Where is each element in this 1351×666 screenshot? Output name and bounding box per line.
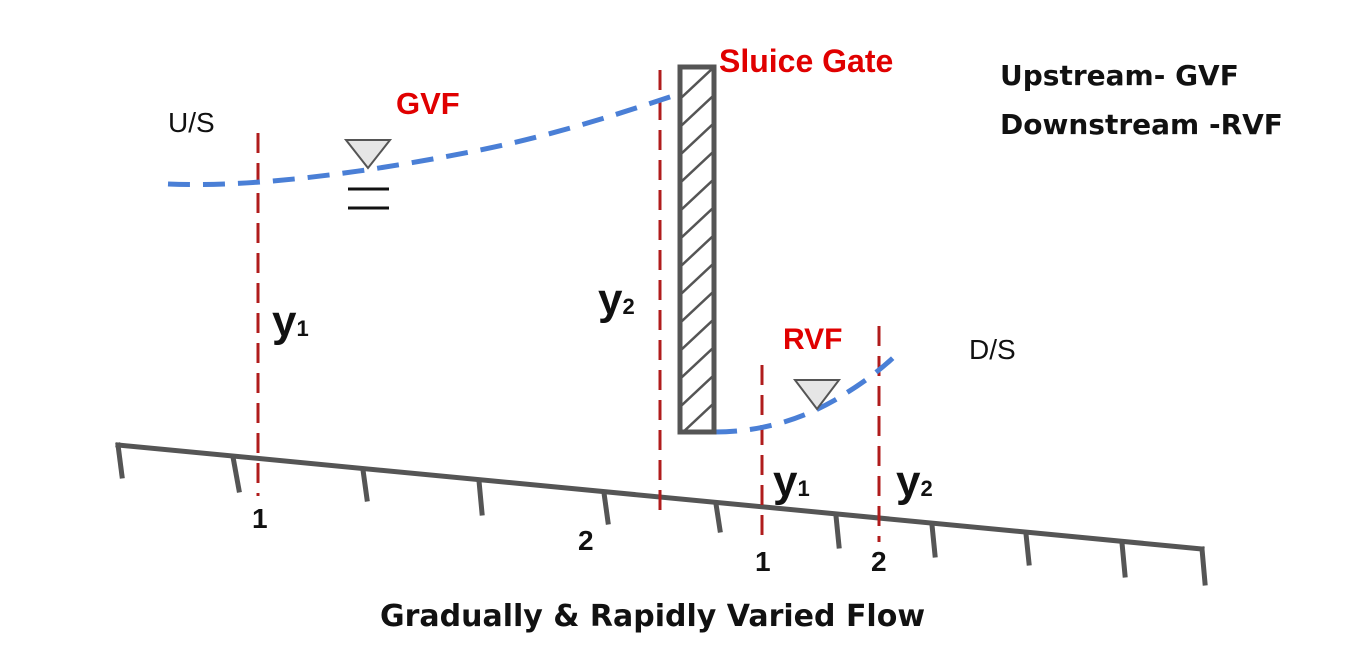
rvf-depth-y1: y1 (773, 457, 810, 506)
rvf-water-level-icon (792, 379, 842, 411)
legend-downstream: Downstream -RVF (1000, 108, 1283, 141)
section-lines (256, 70, 881, 542)
upstream-label: U/S (168, 107, 215, 138)
water-surfaces (167, 90, 897, 435)
rvf-label: RVF (783, 323, 843, 356)
diagram-title: Gradually & Rapidly Varied Flow (380, 599, 926, 634)
rvf-section-2-number: 2 (871, 546, 887, 577)
rvf-section-1-number: 1 (755, 546, 771, 577)
sluice-gate-label: Sluice Gate (719, 43, 894, 79)
rvf-water-surface (714, 354, 897, 435)
downstream-label: D/S (969, 334, 1016, 365)
gvf-section-2-number: 2 (578, 525, 594, 556)
gvf-depth-y2: y2 (598, 275, 635, 324)
gvf-water-surface (167, 90, 683, 188)
rvf-depth-y2: y2 (896, 457, 933, 506)
gvf-label: GVF (396, 86, 460, 121)
gvf-section-1-number: 1 (252, 503, 268, 534)
gvf-depth-y1: y1 (272, 297, 309, 346)
gvf-water-level-icon (343, 139, 393, 210)
legend-upstream: Upstream- GVF (1000, 59, 1239, 92)
sluice-gate (677, 64, 717, 435)
